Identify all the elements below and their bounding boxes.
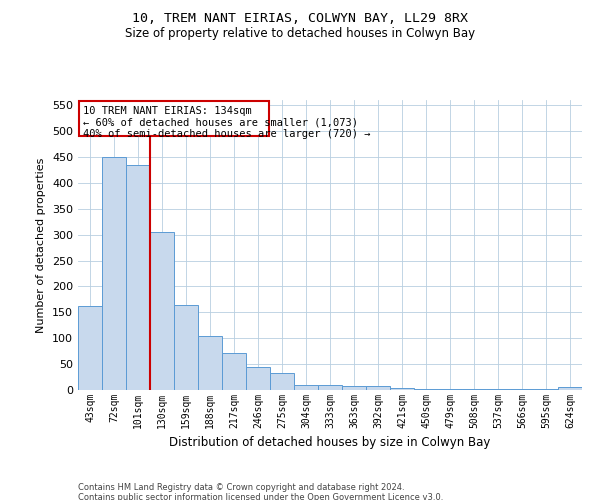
Bar — [246, 367, 270, 390]
Bar — [270, 373, 294, 390]
Bar — [78, 306, 102, 390]
Bar — [342, 386, 366, 390]
Text: Contains HM Land Registry data © Crown copyright and database right 2024.: Contains HM Land Registry data © Crown c… — [78, 482, 404, 492]
Bar — [318, 385, 342, 390]
Bar — [438, 389, 462, 390]
X-axis label: Distribution of detached houses by size in Colwyn Bay: Distribution of detached houses by size … — [169, 436, 491, 450]
Text: 40% of semi-detached houses are larger (720) →: 40% of semi-detached houses are larger (… — [83, 129, 370, 139]
Text: Size of property relative to detached houses in Colwyn Bay: Size of property relative to detached ho… — [125, 28, 475, 40]
Bar — [150, 232, 174, 390]
Bar — [198, 336, 222, 390]
Text: 10 TREM NANT EIRIAS: 134sqm: 10 TREM NANT EIRIAS: 134sqm — [83, 106, 251, 116]
Bar — [174, 304, 198, 390]
Text: Contains public sector information licensed under the Open Government Licence v3: Contains public sector information licen… — [78, 492, 443, 500]
Bar — [79, 101, 269, 136]
Y-axis label: Number of detached properties: Number of detached properties — [37, 158, 46, 332]
Text: 10, TREM NANT EIRIAS, COLWYN BAY, LL29 8RX: 10, TREM NANT EIRIAS, COLWYN BAY, LL29 8… — [132, 12, 468, 26]
Text: ← 60% of detached houses are smaller (1,073): ← 60% of detached houses are smaller (1,… — [83, 118, 358, 128]
Bar — [222, 352, 246, 390]
Bar — [294, 385, 318, 390]
Bar — [366, 386, 390, 390]
Bar — [102, 157, 126, 390]
Bar — [390, 388, 414, 390]
Bar — [126, 164, 150, 390]
Bar — [558, 388, 582, 390]
Bar — [414, 389, 438, 390]
